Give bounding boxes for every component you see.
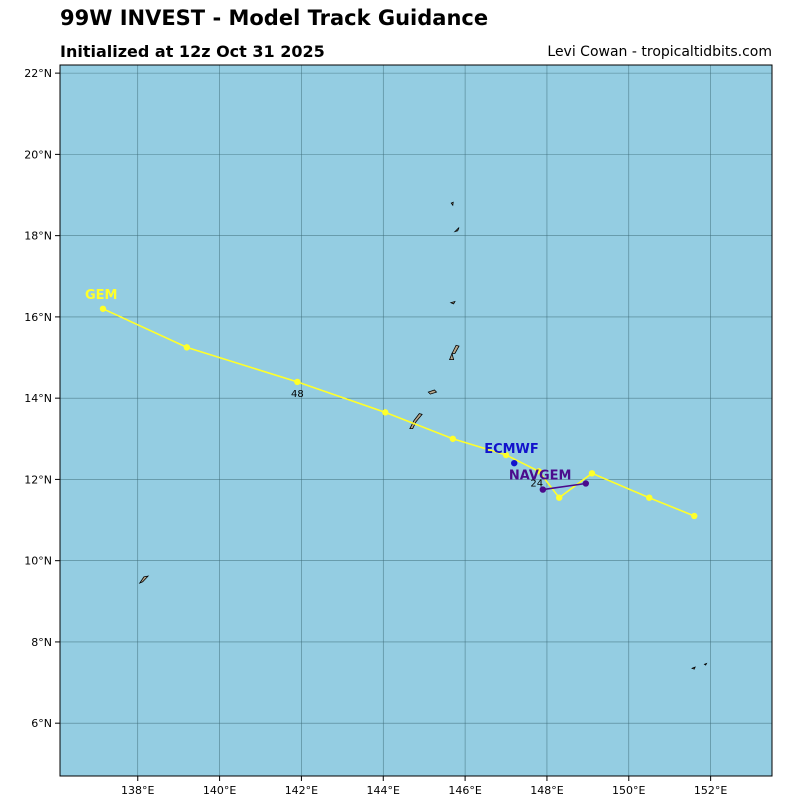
x-tick-label: 152°E [694, 784, 727, 797]
island [427, 389, 438, 395]
x-tick-label: 140°E [203, 784, 236, 797]
gem-track-point [556, 494, 563, 501]
y-tick-label: 10°N [24, 555, 52, 568]
navgem-track-point [539, 486, 547, 493]
gem-track-point [646, 494, 653, 501]
gem-track-point [99, 305, 107, 312]
forecast-hour-label: 48 [291, 389, 304, 400]
gem-track-point [691, 512, 698, 520]
islands [138, 201, 708, 670]
gem-track-point [183, 344, 191, 351]
gem-track-point [382, 409, 389, 416]
model-labels: GEM ECMWF NAVGEM 48 24 [85, 288, 571, 490]
map-border [59, 64, 773, 777]
chart-subtitle: Initialized at 12z Oct 31 2025 [60, 42, 325, 61]
island [703, 662, 708, 666]
y-tick-label: 8°N [31, 636, 52, 649]
x-tick-label: 144°E [367, 784, 400, 797]
chart-title: 99W INVEST - Model Track Guidance [60, 6, 489, 30]
credit-text: Levi Cowan - tropicaltidbits.com [547, 44, 772, 60]
x-tick-label: 146°E [448, 784, 481, 797]
gem-label: GEM [85, 288, 118, 303]
y-tick-label: 18°N [24, 230, 52, 243]
gem-track-point [449, 435, 457, 442]
gem-track-point [535, 468, 542, 475]
y-tick-label: 16°N [24, 311, 52, 324]
grid-lines [60, 65, 772, 776]
island [449, 352, 455, 361]
forecast-hour-label: 24 [530, 478, 543, 489]
y-tick-label: 20°N [24, 148, 52, 161]
navgem-track-line [542, 482, 586, 491]
gem-track-point [502, 451, 510, 459]
x-tick-label: 138°E [121, 784, 154, 797]
x-tick-label: 142°E [285, 784, 318, 797]
x-tick-label: 148°E [530, 784, 563, 797]
island [691, 666, 696, 670]
gem-track-point [588, 470, 596, 477]
y-tick-label: 6°N [31, 717, 52, 730]
navgem-track-point [582, 480, 590, 487]
axis-ticks: 138°E 140°E 142°E 144°E 146°E 148°E 150°E 152°E… [24, 67, 727, 797]
ecmwf-label: ECMWF [484, 442, 539, 457]
island [450, 201, 454, 207]
island [409, 413, 423, 430]
y-tick-label: 14°N [24, 392, 52, 405]
island [138, 575, 150, 584]
x-tick-label: 150°E [612, 784, 645, 797]
model-tracks [99, 305, 698, 520]
island [449, 300, 456, 305]
ecmwf-track-point [511, 459, 518, 467]
gem-track-point [294, 378, 301, 386]
y-tick-label: 12°N [24, 473, 52, 486]
island [451, 344, 460, 354]
navgem-label: NAVGEM [509, 469, 572, 484]
y-tick-label: 22°N [24, 67, 52, 80]
island [453, 227, 460, 233]
